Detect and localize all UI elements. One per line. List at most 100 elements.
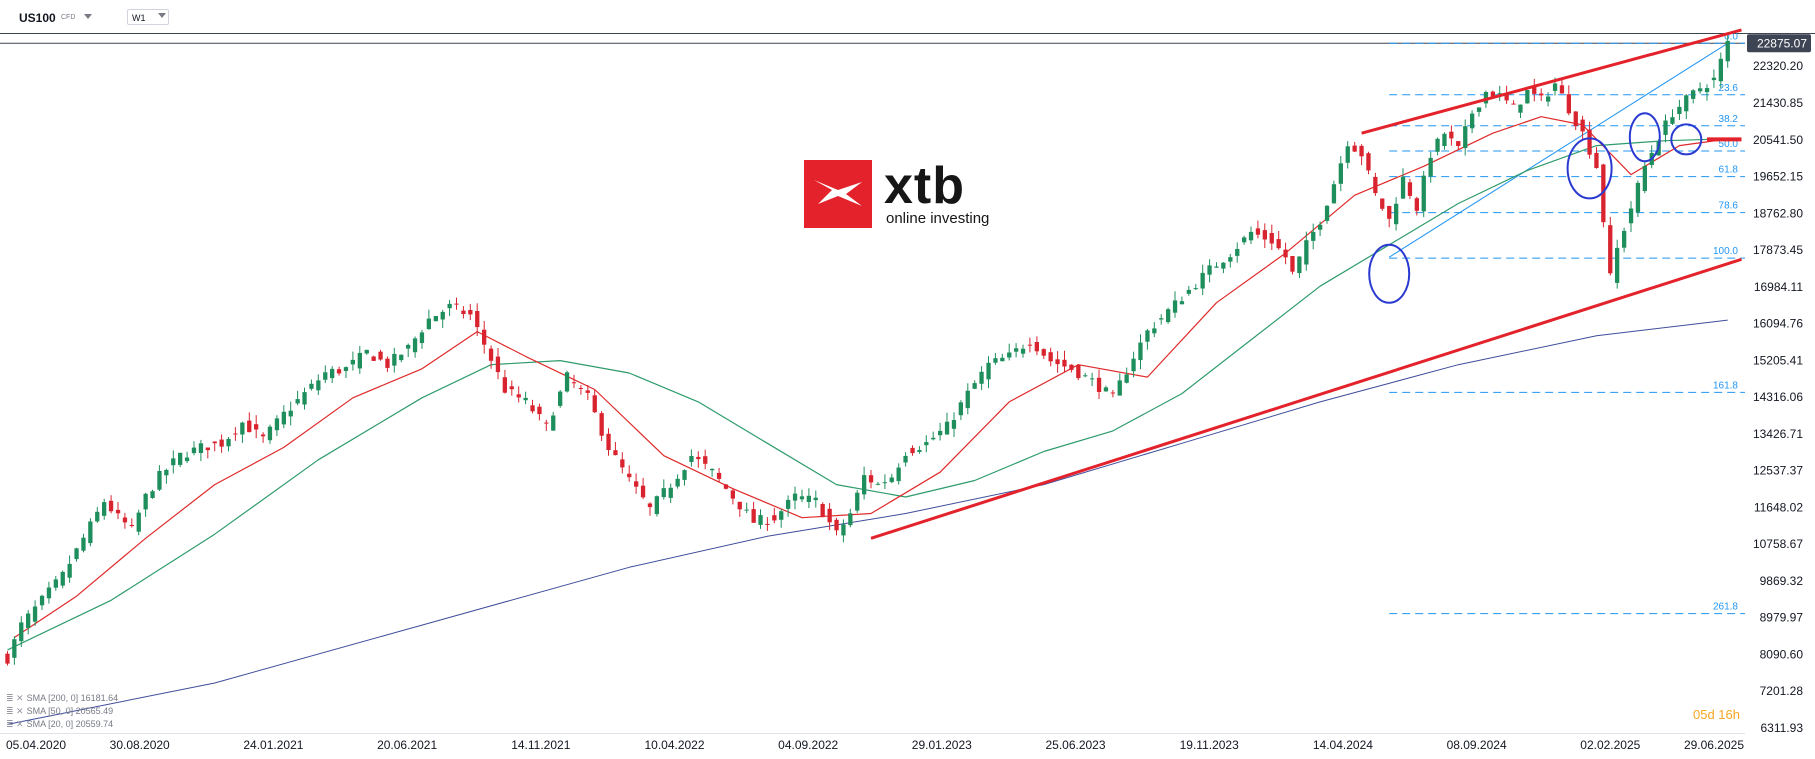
legend-item[interactable]: ≣ ✕ SMA [20, 0] 20559.74 xyxy=(6,719,113,730)
legend-settings-icon[interactable]: ≣ ✕ xyxy=(6,719,24,729)
candle-body xyxy=(136,512,141,532)
candle-body xyxy=(606,433,611,450)
candle-body xyxy=(1463,126,1468,148)
candle-body xyxy=(1235,249,1240,256)
candle-body xyxy=(281,411,286,425)
y-tick-label: 21430.85 xyxy=(1753,96,1803,110)
candle-body xyxy=(1642,165,1647,191)
candle-body xyxy=(1483,92,1489,104)
candle-body xyxy=(1318,224,1323,230)
candle-body xyxy=(882,482,887,484)
x-tick-label: 05.04.2020 xyxy=(6,738,66,752)
candle-body xyxy=(993,358,998,363)
candle-body xyxy=(1242,237,1247,243)
y-tick-label: 19652.15 xyxy=(1753,170,1803,184)
candle-body xyxy=(530,405,535,412)
candle-body xyxy=(1179,301,1185,305)
candle-body xyxy=(1400,176,1406,199)
price-axis[interactable]: 22320.20 21430.85 20541.50 19652.15 18762.80… xyxy=(1747,34,1811,735)
candle-body xyxy=(938,430,943,436)
candle-body xyxy=(1622,230,1627,248)
candle-body xyxy=(371,356,376,361)
legend-settings-icon[interactable]: ≣ ✕ xyxy=(6,706,24,716)
sma200-line xyxy=(7,319,1728,725)
x-tick-label: 14.04.2024 xyxy=(1313,738,1373,752)
candle-body xyxy=(1145,330,1150,342)
candle-body xyxy=(482,329,487,345)
candle-body xyxy=(689,456,694,462)
timeframe-select[interactable] xyxy=(127,9,169,25)
last-price-box xyxy=(1747,34,1811,53)
candle-body xyxy=(1546,96,1551,102)
y-tick-label: 7201.28 xyxy=(1760,684,1804,698)
candle-body xyxy=(1331,184,1337,204)
x-tick-label: 02.02.2025 xyxy=(1580,738,1640,752)
candle-body xyxy=(703,456,708,464)
candle-body xyxy=(1359,145,1364,157)
candle-body xyxy=(578,388,583,389)
candle-body xyxy=(751,509,756,523)
legend-settings-icon[interactable]: ≣ ✕ xyxy=(6,693,24,703)
candle-body xyxy=(447,303,452,309)
candle-body xyxy=(385,358,390,368)
candle-body xyxy=(1428,157,1433,177)
symbol-name[interactable]: US100 xyxy=(19,11,56,25)
candle-body xyxy=(1262,230,1267,240)
candle-body xyxy=(744,509,749,511)
candle-body xyxy=(875,483,881,485)
candle-body xyxy=(979,371,984,384)
sma20-line xyxy=(14,116,1728,638)
candle-body xyxy=(1283,249,1288,258)
candle-body xyxy=(889,477,894,483)
candle-body xyxy=(1539,93,1544,96)
candle-body xyxy=(1131,358,1136,372)
brand-name: xtb xyxy=(884,157,965,215)
candle-body xyxy=(1304,240,1309,265)
y-tick-label: 22320.20 xyxy=(1753,59,1803,73)
candle-body xyxy=(240,422,245,435)
legend-item[interactable]: ≣ ✕ SMA [50, 0] 20565.49 xyxy=(6,706,113,717)
candle-body xyxy=(654,496,659,515)
candle-body xyxy=(868,475,874,483)
candle-body xyxy=(433,316,438,322)
channel-lower-line xyxy=(870,257,1742,540)
candle-body xyxy=(1352,145,1357,152)
y-tick-label: 17873.45 xyxy=(1753,243,1803,257)
symbol-dropdown-icon[interactable] xyxy=(84,14,92,19)
candle-body xyxy=(1511,103,1516,105)
candle-body xyxy=(958,402,963,416)
candle-body xyxy=(53,579,58,588)
candle-body xyxy=(924,442,929,446)
candle-body xyxy=(806,495,811,502)
candle-body xyxy=(986,362,991,380)
legend-label: SMA [200, 0] 16181.64 xyxy=(26,693,119,703)
candle-body xyxy=(571,382,577,384)
candle-body xyxy=(779,511,784,520)
candle-body xyxy=(302,392,307,405)
candle-body xyxy=(972,383,977,389)
candle-body xyxy=(896,467,901,482)
x-tick-label: 30.08.2020 xyxy=(110,738,170,752)
candle-body xyxy=(1027,344,1033,346)
candle-body xyxy=(1476,107,1482,112)
candle-body xyxy=(475,311,480,328)
x-tick-label: 10.04.2022 xyxy=(644,738,704,752)
candle-body xyxy=(516,394,521,398)
timeframe-dropdown-icon[interactable] xyxy=(158,13,166,18)
y-tick-label: 11648.02 xyxy=(1754,500,1803,514)
candle-body xyxy=(910,447,915,454)
legend-item[interactable]: ≣ ✕ SMA [200, 0] 16181.64 xyxy=(6,693,118,704)
candle-body xyxy=(102,502,107,516)
candle-body xyxy=(295,399,300,404)
candle-body xyxy=(1504,93,1509,101)
candle-body xyxy=(1580,119,1585,132)
xtb-logo-mark xyxy=(804,160,872,228)
candle-body xyxy=(1311,231,1316,241)
candle-body xyxy=(620,459,625,468)
candle-body xyxy=(1034,342,1039,352)
candle-body xyxy=(1172,300,1178,313)
candle-body xyxy=(1663,120,1668,135)
time-axis[interactable]: 05.04.2020 30.08.2020 24.01.2021 20.06.2021… xyxy=(6,738,1744,752)
candle-body xyxy=(1394,203,1399,225)
